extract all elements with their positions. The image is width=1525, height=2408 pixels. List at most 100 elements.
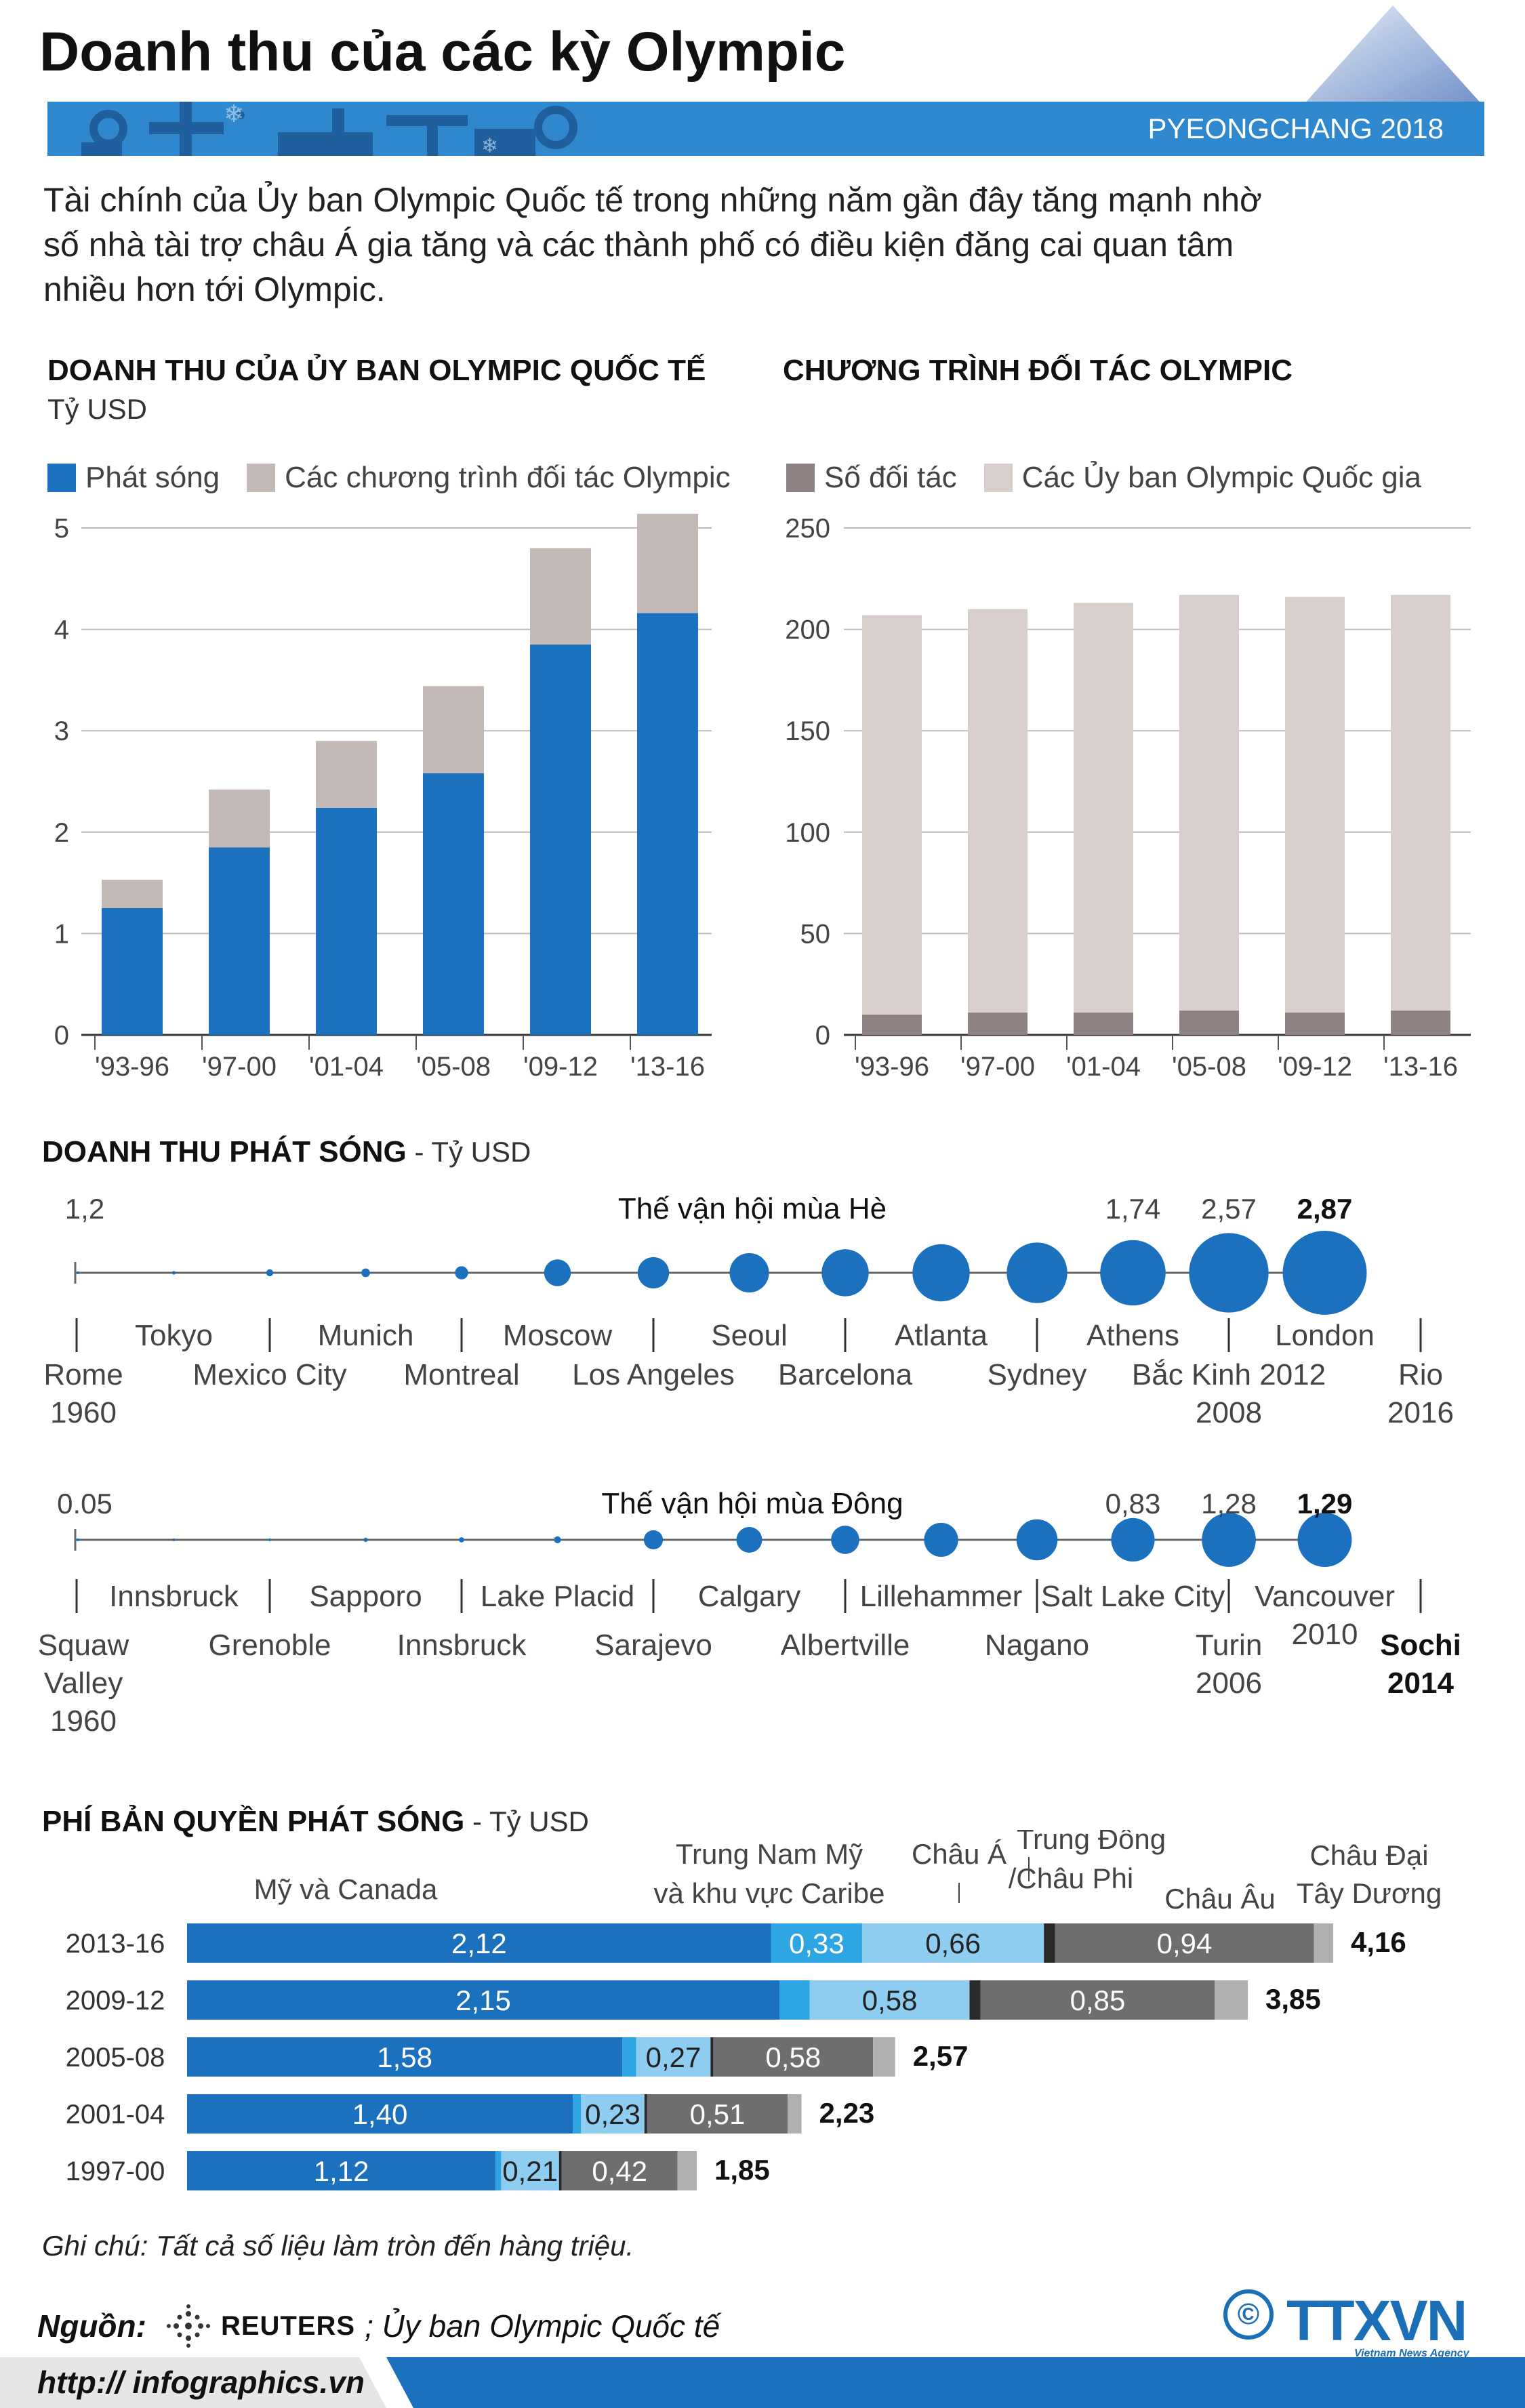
city-label: Athens	[1086, 1319, 1179, 1352]
source: Nguồn: REUTERS ; Ủy ban Olympic Quốc tế	[37, 2304, 720, 2348]
city-label: 2016	[1387, 1396, 1454, 1429]
city-label: 2014	[1387, 1667, 1454, 1700]
games-bubble	[171, 1271, 176, 1275]
legend-swatch-partner	[247, 464, 276, 492]
city-label: Turin	[1196, 1629, 1263, 1662]
y-tick-label: 50	[800, 919, 831, 949]
bar-segment	[316, 741, 377, 808]
bar-segment	[862, 615, 922, 1015]
region-label: Tây Dương	[1297, 1877, 1442, 1909]
city-label: Barcelona	[778, 1358, 913, 1391]
svg-text:❄: ❄	[481, 135, 498, 156]
x-tick-label: '13-16	[1383, 1052, 1458, 1082]
games-bubble	[554, 1536, 561, 1544]
mountain-icon	[1301, 5, 1484, 107]
city-label: 2008	[1196, 1396, 1262, 1429]
games-bubble	[1006, 1242, 1068, 1303]
segment-label: 0,58	[862, 1984, 918, 2016]
value-label: 2,87	[1297, 1193, 1353, 1225]
agency-logo: TTXVN	[1286, 2289, 1467, 2352]
city-label: Vancouver	[1255, 1580, 1395, 1613]
bar-segment	[771, 1923, 862, 1963]
games-bubble	[1297, 1513, 1352, 1567]
bar-segment	[581, 2094, 645, 2134]
games-bubble	[268, 1538, 271, 1541]
x-tick-label: '01-04	[1066, 1052, 1141, 1082]
games-bubble	[544, 1259, 571, 1286]
region-label: Châu Đại	[1309, 1839, 1428, 1871]
city-label: Lillehammer	[860, 1580, 1023, 1613]
source-agency: REUTERS	[220, 2310, 356, 2341]
city-label: Innsbruck	[397, 1629, 527, 1662]
row-label: 2009-12	[66, 1986, 165, 2016]
y-tick-label: 0	[815, 1021, 830, 1050]
segment-label: 1,58	[377, 2041, 432, 2073]
bar-segment	[1391, 1011, 1450, 1035]
y-tick-label: 200	[785, 615, 830, 645]
city-label: Mexico City	[192, 1358, 346, 1391]
x-tick-label: '09-12	[523, 1052, 598, 1082]
bar-segment	[1074, 1013, 1133, 1035]
bar-segment	[187, 2094, 573, 2134]
bar-segment	[710, 2037, 714, 2077]
y-tick-label: 1	[54, 919, 69, 949]
x-tick-label: '01-04	[309, 1052, 384, 1082]
city-label: Sapporo	[309, 1580, 422, 1613]
segment-label: 0,58	[765, 2041, 821, 2073]
games-bubble	[1202, 1513, 1256, 1567]
region-label: và khu vực Caribe	[654, 1877, 885, 1909]
games-bubble	[637, 1257, 670, 1289]
x-tick-label: '13-16	[630, 1052, 705, 1082]
revenue-title: DOANH THU CỦA ỦY BAN OLYMPIC QUỐC TẾ	[47, 354, 706, 387]
bar-segment	[861, 1923, 1044, 1963]
bar-segment	[187, 1980, 779, 2020]
legend-label-partner-count: Số đối tác	[824, 461, 957, 494]
city-label: Moscow	[503, 1319, 613, 1352]
segment-label: 2,15	[455, 1984, 511, 2016]
city-label: Munich	[318, 1319, 414, 1352]
row-label: 2005-08	[66, 2043, 165, 2073]
segment-label: 2,12	[451, 1927, 507, 1959]
games-bubble	[172, 1538, 176, 1541]
broadcast-revenue-title: DOANH THU PHÁT SÓNG	[42, 1135, 407, 1168]
row-label: 1997-00	[66, 2157, 165, 2186]
games-bubble	[1111, 1517, 1155, 1562]
games-bubble	[736, 1527, 762, 1553]
note: Ghi chú: Tất cả số liệu làm tròn đến hàn…	[42, 2230, 634, 2262]
city-label: Sarajevo	[594, 1629, 712, 1662]
city-label: Tokyo	[135, 1319, 213, 1352]
timeline-title: Thế vận hội mùa Đông	[601, 1487, 903, 1520]
bar-segment	[209, 847, 270, 1035]
site-url[interactable]: http:// infographics.vn	[37, 2365, 365, 2400]
city-label: 2006	[1196, 1667, 1262, 1700]
games-bubble	[643, 1530, 664, 1550]
city-label: Rome	[43, 1358, 123, 1391]
x-tick-label: '93-96	[95, 1052, 169, 1082]
segment-label: 1,12	[314, 2155, 369, 2187]
x-tick-label: '97-00	[202, 1052, 277, 1082]
city-label: Valley	[44, 1667, 123, 1700]
total-label: 4,16	[1351, 1926, 1406, 1958]
games-bubble	[77, 1271, 79, 1274]
y-tick-label: 250	[785, 514, 830, 544]
segment-label: 0,23	[585, 2098, 640, 2130]
games-bubble	[77, 1538, 79, 1541]
olympic-pattern: ❄❄	[81, 102, 577, 156]
games-bubble	[831, 1526, 859, 1554]
source-label: Nguồn:	[37, 2308, 146, 2344]
bar-segment	[1285, 1013, 1345, 1035]
bar-segment	[423, 773, 484, 1035]
bar-segment	[501, 2151, 559, 2190]
partners-title: CHƯƠNG TRÌNH ĐỐI TÁC OLYMPIC	[783, 354, 1293, 387]
bar-segment	[644, 2094, 647, 2134]
legend-swatch-nocs	[983, 464, 1013, 492]
bar-segment	[102, 880, 163, 908]
bar-segment	[187, 1923, 771, 1963]
bar-segment	[968, 609, 1028, 1013]
x-tick-label: '97-00	[960, 1052, 1035, 1082]
y-tick-label: 2	[54, 818, 69, 848]
bar-segment	[1044, 1923, 1055, 1963]
source-text: ; Ủy ban Olympic Quốc tế	[365, 2308, 720, 2344]
segment-label: 0,85	[1070, 1984, 1126, 2016]
segment-label: 0,21	[502, 2155, 558, 2187]
